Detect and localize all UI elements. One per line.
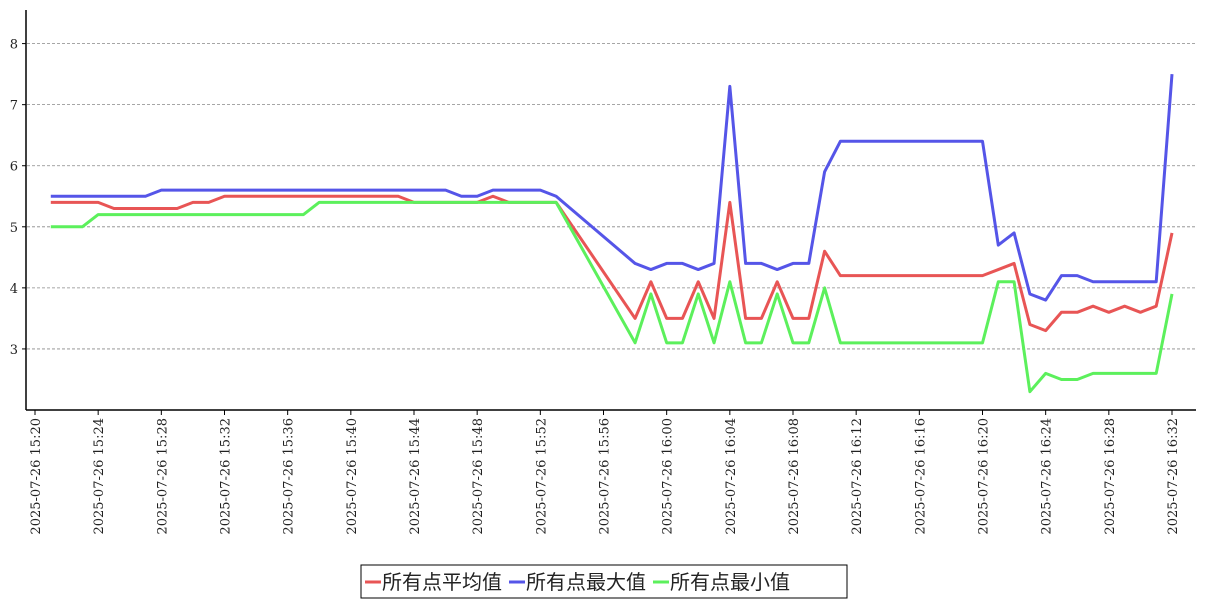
legend-label: 所有点平均值 — [382, 570, 502, 594]
y-tick-label: 3 — [10, 343, 18, 358]
x-tick-label: 2025-07-26 16:04 — [724, 418, 739, 535]
x-tick-label: 2025-07-26 15:20 — [29, 418, 44, 535]
x-tick-label: 2025-07-26 15:24 — [92, 418, 107, 535]
x-tick-label: 2025-07-26 16:32 — [1166, 418, 1181, 535]
x-tick-label: 2025-07-26 15:56 — [598, 418, 613, 535]
series-line — [50, 194, 1174, 333]
x-tick-label: 2025-07-26 16:28 — [1103, 418, 1118, 535]
x-tick-label: 2025-07-26 15:48 — [471, 418, 486, 535]
x-tick-label: 2025-07-26 16:24 — [1040, 418, 1055, 535]
x-tick-label: 2025-07-26 15:28 — [155, 418, 170, 535]
x-tick-label: 2025-07-26 15:44 — [408, 418, 423, 535]
x-tick-label: 2025-07-26 16:20 — [977, 418, 992, 535]
y-tick-label: 7 — [10, 99, 18, 114]
x-tick-label: 2025-07-26 16:08 — [787, 418, 802, 535]
y-tick-label: 8 — [10, 38, 18, 53]
legend-label: 所有点最大值 — [526, 570, 646, 594]
x-tick-label: 2025-07-26 15:40 — [345, 418, 360, 535]
x-tick-label: 2025-07-26 16:16 — [913, 418, 928, 535]
x-tick-label: 2025-07-26 15:52 — [534, 418, 549, 535]
x-tick-label: 2025-07-26 16:00 — [661, 418, 676, 535]
y-tick-label: 6 — [10, 160, 18, 175]
series-line — [50, 74, 1174, 302]
y-tick-label: 5 — [10, 221, 18, 236]
x-tick-label: 2025-07-26 16:12 — [850, 418, 865, 535]
y-tick-label: 4 — [10, 282, 18, 297]
x-tick-label: 2025-07-26 15:36 — [282, 418, 297, 535]
x-tick-label: 2025-07-26 15:32 — [219, 418, 234, 535]
legend-label: 所有点最小值 — [670, 570, 790, 594]
series-line — [50, 200, 1174, 394]
legend-box — [360, 564, 848, 599]
